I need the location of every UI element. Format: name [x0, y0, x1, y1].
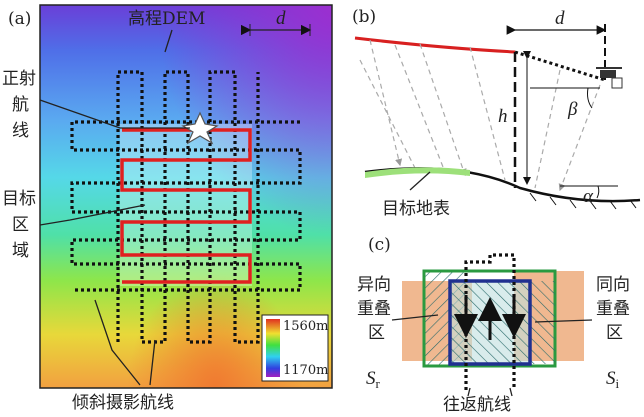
panel-a: (a) 高程DEM d 正射 航 线 目标 区 域 1560m 1170m 倾斜… — [2, 5, 332, 413]
ortho-track — [355, 38, 515, 52]
subscript: r — [376, 376, 381, 391]
colorbar-min: 1170m — [283, 363, 328, 378]
ray — [395, 45, 445, 172]
target-label: 区 — [12, 215, 29, 235]
alpha-arc — [597, 186, 599, 198]
opposite-symbol: Sr — [366, 368, 381, 391]
panel-b: (b) d h β α 目标地表 — [352, 7, 640, 219]
symbol: S — [606, 368, 616, 389]
target-region — [120, 124, 252, 286]
dem-label: 高程DEM — [128, 9, 205, 29]
figure: (a) 高程DEM d 正射 航 线 目标 区 域 1560m 1170m 倾斜… — [0, 0, 644, 417]
same-symbol: Si — [606, 368, 620, 391]
colorbar — [266, 319, 280, 377]
symbol: S — [366, 368, 376, 389]
round-trip-label: 往返航线 — [443, 395, 511, 415]
beta-label: β — [567, 99, 578, 120]
ortho-label: 航 — [12, 95, 29, 115]
panel-c: (c) 异向 重叠 区 Sr 同向 重叠 区 Si 往返航线 — [357, 235, 630, 415]
oblique-track — [515, 52, 605, 80]
same-label: 区 — [606, 323, 623, 343]
panel-tag: (b) — [352, 7, 376, 27]
oblique-label: 倾斜摄影航线 — [72, 393, 174, 413]
panel-tag: (a) — [8, 9, 31, 29]
same-label: 同向 — [596, 275, 630, 295]
opposite-label: 重叠 — [357, 299, 391, 319]
beta-arc — [588, 88, 593, 108]
spacing-label: d — [555, 8, 565, 29]
opposite-label: 区 — [368, 323, 385, 343]
target-label: 目标 — [2, 189, 36, 209]
same-label: 重叠 — [596, 299, 630, 319]
leader — [410, 172, 430, 190]
target-label: 域 — [12, 241, 29, 261]
ray — [370, 40, 400, 165]
ortho-label: 正射 — [2, 69, 36, 89]
opposite-label: 异向 — [357, 275, 391, 295]
subscript: i — [616, 376, 620, 391]
spacing-label: d — [276, 8, 286, 29]
height-label: h — [498, 106, 508, 127]
ortho-label: 线 — [12, 121, 29, 141]
ray — [420, 44, 465, 175]
alpha-label: α — [583, 186, 594, 207]
ray — [560, 85, 600, 190]
panel-tag: (c) — [368, 235, 391, 255]
ground-label: 目标地表 — [382, 199, 450, 219]
colorbar-max: 1560m — [283, 319, 328, 334]
